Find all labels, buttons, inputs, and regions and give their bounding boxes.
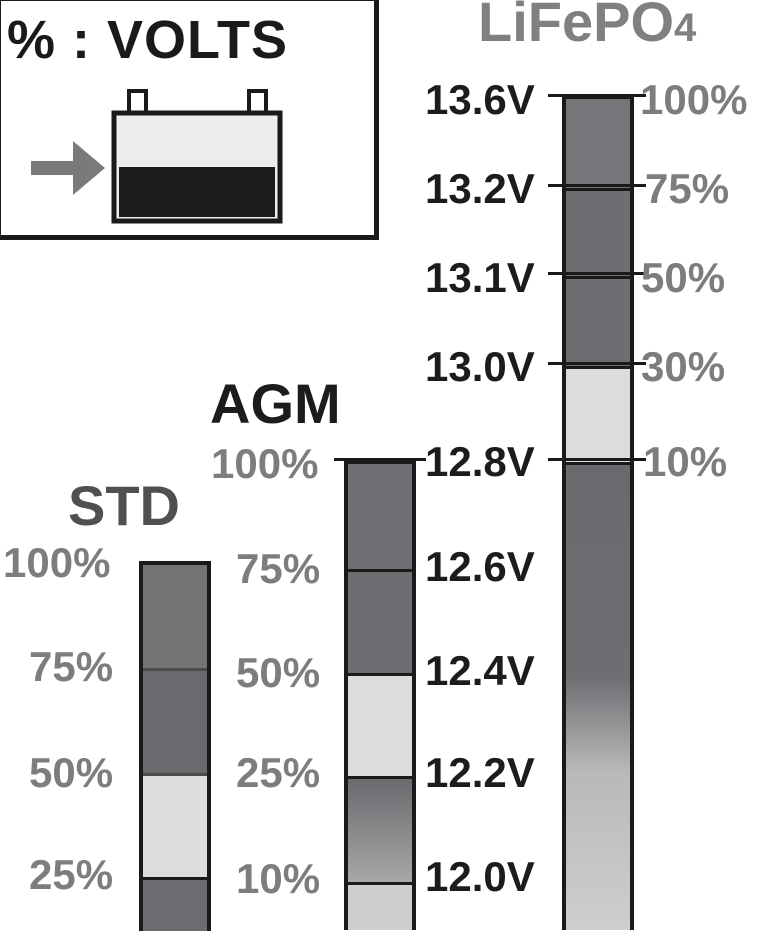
agm-tick <box>334 458 426 461</box>
std-level-label: 50% <box>29 749 114 796</box>
std-segment-below-25 <box>143 877 207 931</box>
lifepo4-level-label: 10% <box>643 438 728 485</box>
agm-separator <box>348 882 412 885</box>
agm-level-label: 25% <box>236 749 321 796</box>
agm-bar <box>344 460 416 930</box>
agm-segment-50-25 <box>348 674 412 778</box>
lifepo4-level-label: 75% <box>645 165 730 212</box>
lifepo4-segment-75-50 <box>566 189 630 277</box>
std-bar <box>139 561 211 931</box>
lifepo4-level-label: 30% <box>641 343 726 390</box>
voltage-label: 13.1V <box>425 254 535 301</box>
lifepo4-tick <box>548 458 646 461</box>
lifepo4-segment-below-10 <box>566 463 630 930</box>
lifepo4-tick <box>548 94 646 97</box>
std-level-label: 100% <box>3 539 111 586</box>
agm-heading: AGM <box>210 372 341 435</box>
std-level-label: 25% <box>29 851 114 898</box>
lifepo4-heading-sub: 4 <box>674 6 697 50</box>
std-separator <box>143 877 207 880</box>
std-separator <box>143 668 207 671</box>
lifepo4-separator <box>566 276 630 279</box>
lifepo4-heading-main: LiFePO <box>478 0 675 53</box>
voltage-label: 12.8V <box>425 438 535 485</box>
voltage-label: 12.2V <box>425 749 535 796</box>
voltage-label: 12.0V <box>425 853 535 900</box>
std-segment-100-75 <box>143 565 207 668</box>
voltage-label: 13.0V <box>425 343 535 390</box>
agm-segment-25-10 <box>348 778 412 882</box>
voltage-label: 13.2V <box>425 165 535 212</box>
agm-separator <box>348 673 412 676</box>
legend-box: % : VOLTS <box>0 0 379 240</box>
std-level-label: 75% <box>29 643 114 690</box>
lifepo4-segment-30-10 <box>566 367 630 463</box>
lifepo4-segment-50-30 <box>566 277 630 367</box>
voltage-label: 12.6V <box>425 543 535 590</box>
agm-level-label: 75% <box>236 545 321 592</box>
std-segment-50-25 <box>143 774 207 877</box>
lifepo4-separator <box>566 366 630 369</box>
agm-separator <box>348 776 412 779</box>
agm-segment-100-75 <box>348 464 412 570</box>
lifepo4-heading: LiFePO4 <box>478 0 696 50</box>
voltage-label: 13.6V <box>425 76 535 123</box>
std-heading: STD <box>68 474 180 537</box>
lifepo4-segment-100-75 <box>566 99 630 189</box>
std-separator <box>143 773 207 776</box>
agm-separator <box>348 569 412 572</box>
agm-level-label: 50% <box>236 649 321 696</box>
lifepo4-separator <box>566 188 630 191</box>
agm-segment-below-10 <box>348 882 412 930</box>
agm-level-label: 100% <box>211 440 319 487</box>
lifepo4-tick <box>548 184 646 187</box>
std-segment-75-50 <box>143 668 207 774</box>
voltage-label: 12.4V <box>425 647 535 694</box>
legend-title: % : VOLTS <box>7 10 289 70</box>
agm-level-label: 10% <box>236 855 321 902</box>
battery-level-icon <box>111 89 283 224</box>
lifepo4-bar <box>562 95 634 930</box>
lifepo4-separator <box>566 462 630 465</box>
agm-segment-75-50 <box>348 570 412 674</box>
arrow-right-icon <box>31 141 105 195</box>
lifepo4-tick <box>548 272 646 275</box>
lifepo4-tick <box>548 362 646 365</box>
lifepo4-level-label: 50% <box>641 254 726 301</box>
lifepo4-level-label: 100% <box>640 76 748 123</box>
